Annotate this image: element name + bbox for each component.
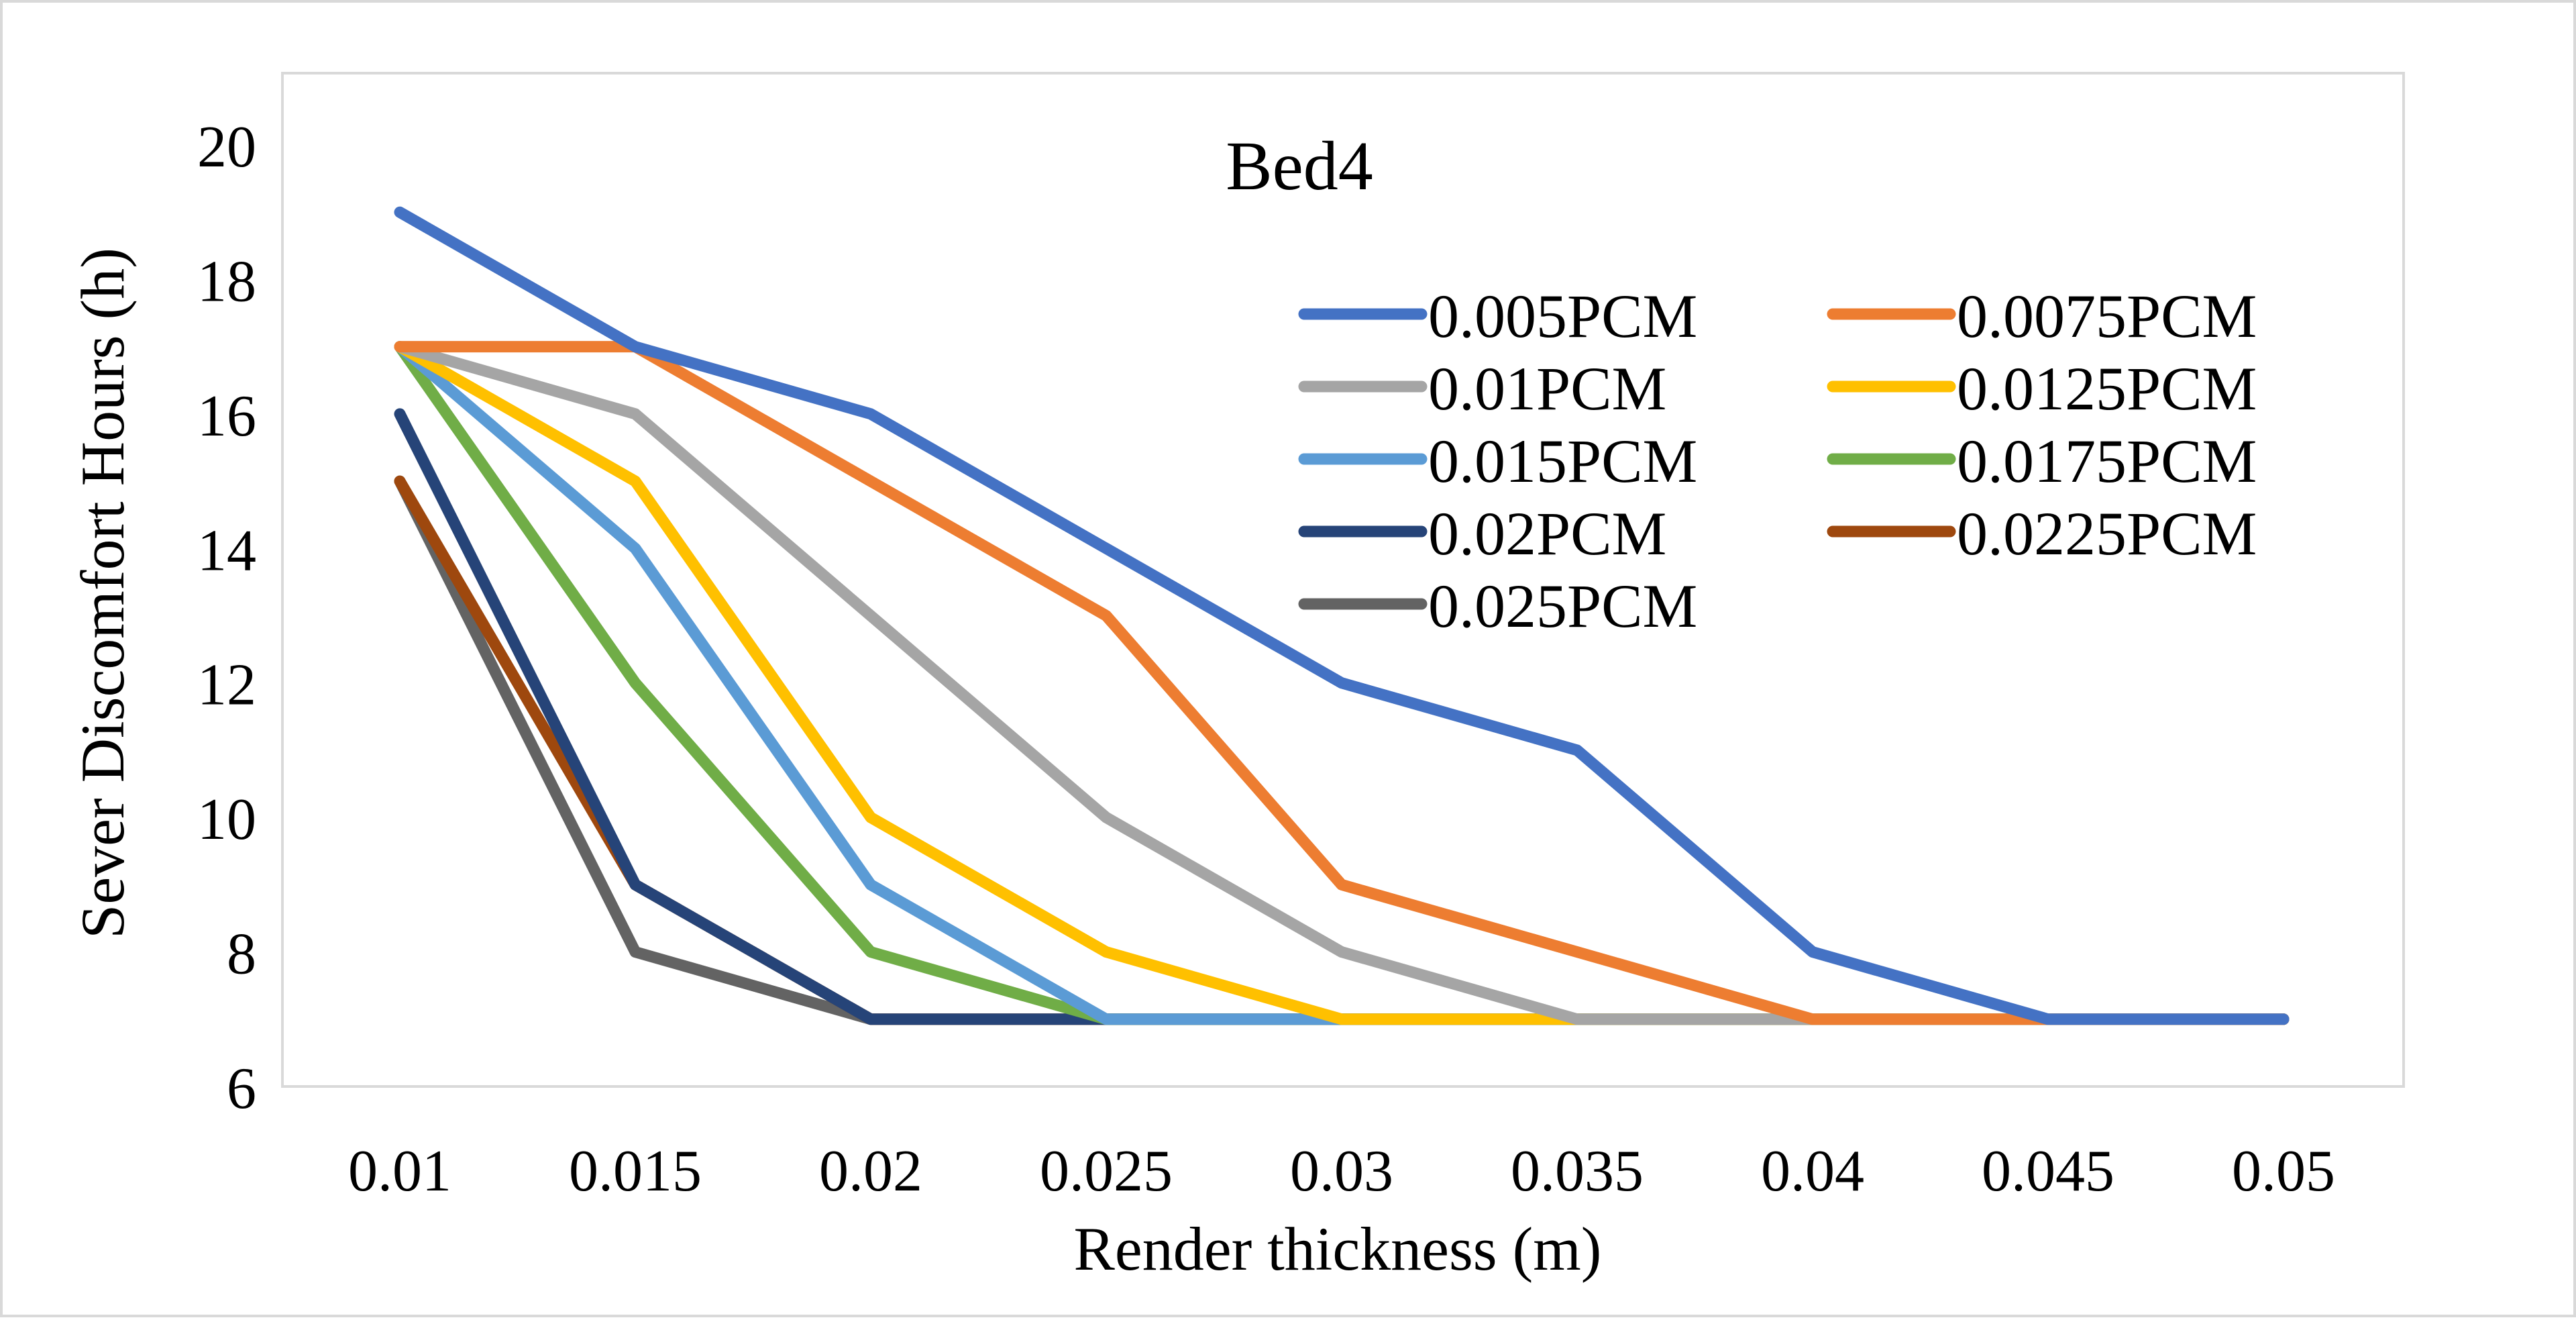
legend: 0.005PCM 0.0075PCM 0.01PCM 0.0125PCM 0.015PC… [1298,282,2257,640]
chart-title: Bed4 [1226,128,1373,205]
legend-label-0-0125pcm: 0.0125PCM [1957,354,2257,423]
y-tick-label-18: 18 [197,249,256,314]
x-tick-label-0-045: 0.045 [1982,1139,2114,1204]
legend-item-0-0125pcm: 0.0125PCM [1827,354,2257,423]
series-layer [394,206,2290,1025]
legend-item-0-015pcm: 0.015PCM [1298,427,1697,495]
x-tick-label-0-03: 0.03 [1290,1139,1393,1204]
y-tick-label-10: 10 [197,787,256,852]
legend-item-0-005pcm: 0.005PCM [1298,282,1697,350]
series-line-0-005pcm [394,206,2290,1025]
legend-label-0-01pcm: 0.01PCM [1428,354,1666,423]
y-tick-label-20: 20 [197,115,256,180]
x-tick-label-0-035: 0.035 [1511,1139,1644,1204]
legend-label-0-025pcm: 0.025PCM [1428,572,1697,640]
x-tick-label-0-01: 0.01 [348,1139,451,1204]
y-tick-label-14: 14 [197,518,256,583]
legend-item-0-0225pcm: 0.0225PCM [1827,499,2257,568]
legend-item-0-02pcm: 0.02PCM [1298,499,1666,568]
legend-item-0-025pcm: 0.025PCM [1298,572,1697,640]
legend-item-0-0075pcm: 0.0075PCM [1827,282,2257,350]
series-line-0-0075pcm [394,341,2290,1025]
x-tick-label-0-025: 0.025 [1040,1139,1173,1204]
y-tick-label-6: 6 [227,1056,256,1121]
x-tick-label-0-05: 0.05 [2232,1139,2335,1204]
y-axis-label: Sever Discomfort Hours (h) [68,248,137,939]
x-tick-label-0-04: 0.04 [1761,1139,1864,1204]
y-tick-labels: 6 8 10 12 14 16 18 20 [197,115,256,1121]
x-tick-labels: 0.01 0.015 0.02 0.025 0.03 0.035 0.04 0.045 0.05 [348,1139,2335,1204]
x-tick-label-0-015: 0.015 [569,1139,702,1204]
y-tick-label-12: 12 [197,653,256,718]
legend-label-0-0175pcm: 0.0175PCM [1957,427,2257,495]
plot-area-frame [281,72,2405,1088]
x-axis-label: Render thickness (m) [1074,1215,1602,1283]
legend-label-0-015pcm: 0.015PCM [1428,427,1697,495]
y-tick-label-16: 16 [197,384,256,449]
legend-label-0-0075pcm: 0.0075PCM [1957,282,2257,350]
legend-label-0-02pcm: 0.02PCM [1428,499,1666,568]
y-tick-label-8: 8 [227,922,256,987]
x-tick-label-0-02: 0.02 [819,1139,922,1204]
legend-item-0-01pcm: 0.01PCM [1298,354,1666,423]
legend-label-0-0225pcm: 0.0225PCM [1957,499,2257,568]
legend-label-0-005pcm: 0.005PCM [1428,282,1697,350]
legend-item-0-0175pcm: 0.0175PCM [1827,427,2257,495]
